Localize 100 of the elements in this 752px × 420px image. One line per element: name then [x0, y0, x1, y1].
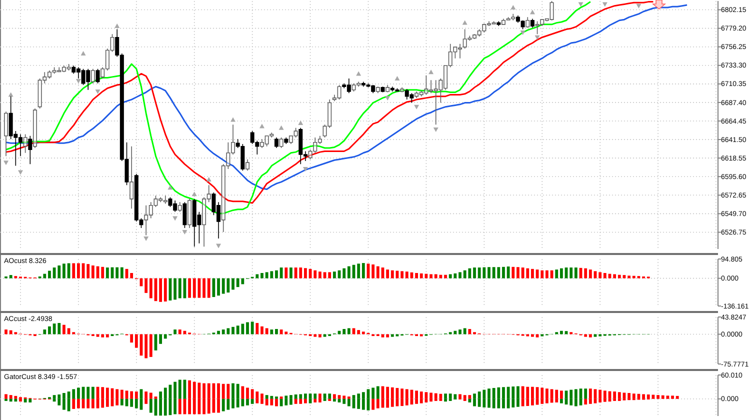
bar — [588, 334, 592, 338]
bar — [149, 278, 152, 298]
bar — [424, 392, 428, 399]
bar — [540, 270, 544, 278]
bar — [362, 263, 365, 278]
point — [534, 35, 540, 40]
candlestick — [540, 19, 544, 26]
bar — [77, 398, 80, 408]
bar — [444, 274, 447, 278]
candlestick — [482, 23, 486, 33]
bar — [178, 398, 182, 414]
candlestick — [526, 16, 530, 28]
bar — [332, 394, 336, 399]
bar — [646, 394, 650, 399]
candlestick — [4, 111, 8, 156]
point — [530, 10, 535, 14]
candlestick — [288, 136, 293, 144]
bar — [314, 270, 317, 278]
bar — [342, 396, 346, 399]
candlestick — [337, 84, 342, 100]
bar — [250, 398, 254, 404]
bar — [488, 267, 490, 278]
bar — [250, 322, 254, 334]
bar — [164, 278, 167, 302]
bar — [144, 278, 148, 293]
bar — [270, 330, 274, 334]
bar — [4, 330, 8, 334]
candlestick — [414, 91, 419, 98]
candlestick — [501, 18, 506, 25]
bar — [96, 334, 100, 337]
bar — [376, 398, 380, 408]
bar — [531, 268, 534, 278]
candlestick — [322, 124, 327, 138]
bar — [241, 386, 244, 399]
bar — [347, 328, 350, 334]
candlestick — [308, 149, 312, 160]
bar — [342, 398, 346, 404]
point — [206, 177, 212, 182]
candlestick — [472, 34, 477, 40]
candlestick — [462, 28, 467, 50]
candlestick — [434, 80, 438, 125]
bar — [656, 395, 660, 399]
bar — [332, 398, 336, 402]
bar — [130, 391, 134, 399]
bar — [304, 398, 307, 404]
bar — [588, 270, 592, 278]
bar — [43, 330, 46, 334]
candlestick — [284, 137, 288, 144]
point — [433, 127, 438, 132]
bar — [9, 275, 12, 278]
bar — [584, 388, 588, 399]
candlestick — [544, 18, 549, 22]
point — [394, 76, 400, 81]
point — [356, 71, 362, 76]
bar — [376, 386, 380, 399]
bar — [622, 275, 626, 278]
candlestick — [260, 138, 264, 148]
bar — [246, 388, 249, 399]
bar — [531, 334, 534, 337]
bar — [661, 395, 664, 399]
bar — [430, 274, 432, 278]
point — [4, 160, 8, 166]
candlestick — [279, 137, 284, 148]
point — [385, 96, 390, 100]
bar — [332, 272, 336, 278]
bar — [400, 271, 404, 278]
candlestick — [110, 34, 114, 52]
candlestick — [47, 70, 52, 79]
bar — [584, 268, 588, 278]
bar — [212, 278, 216, 298]
candlestick — [380, 86, 385, 93]
bar — [372, 398, 375, 410]
bar — [164, 334, 167, 339]
bar — [62, 264, 66, 278]
candlestick — [57, 66, 62, 72]
bar — [130, 398, 134, 407]
bar — [4, 394, 8, 399]
candlestick — [424, 74, 428, 96]
bar — [390, 334, 394, 337]
bar — [632, 394, 636, 399]
bar — [58, 265, 61, 278]
bar — [144, 334, 148, 358]
bar — [72, 263, 76, 278]
candlestick — [178, 202, 182, 212]
candlestick — [105, 48, 110, 71]
bar — [502, 266, 505, 278]
bar — [318, 334, 322, 338]
candlestick — [352, 82, 356, 92]
bar — [246, 322, 249, 334]
bar — [584, 334, 588, 337]
bar — [58, 398, 61, 406]
candlestick — [231, 124, 236, 155]
candlestick — [376, 86, 380, 94]
bar — [178, 330, 182, 334]
bar — [290, 268, 292, 278]
point — [8, 92, 14, 97]
bar — [217, 278, 220, 296]
bar — [284, 268, 288, 278]
candlestick — [530, 18, 534, 28]
candlestick — [386, 84, 390, 93]
